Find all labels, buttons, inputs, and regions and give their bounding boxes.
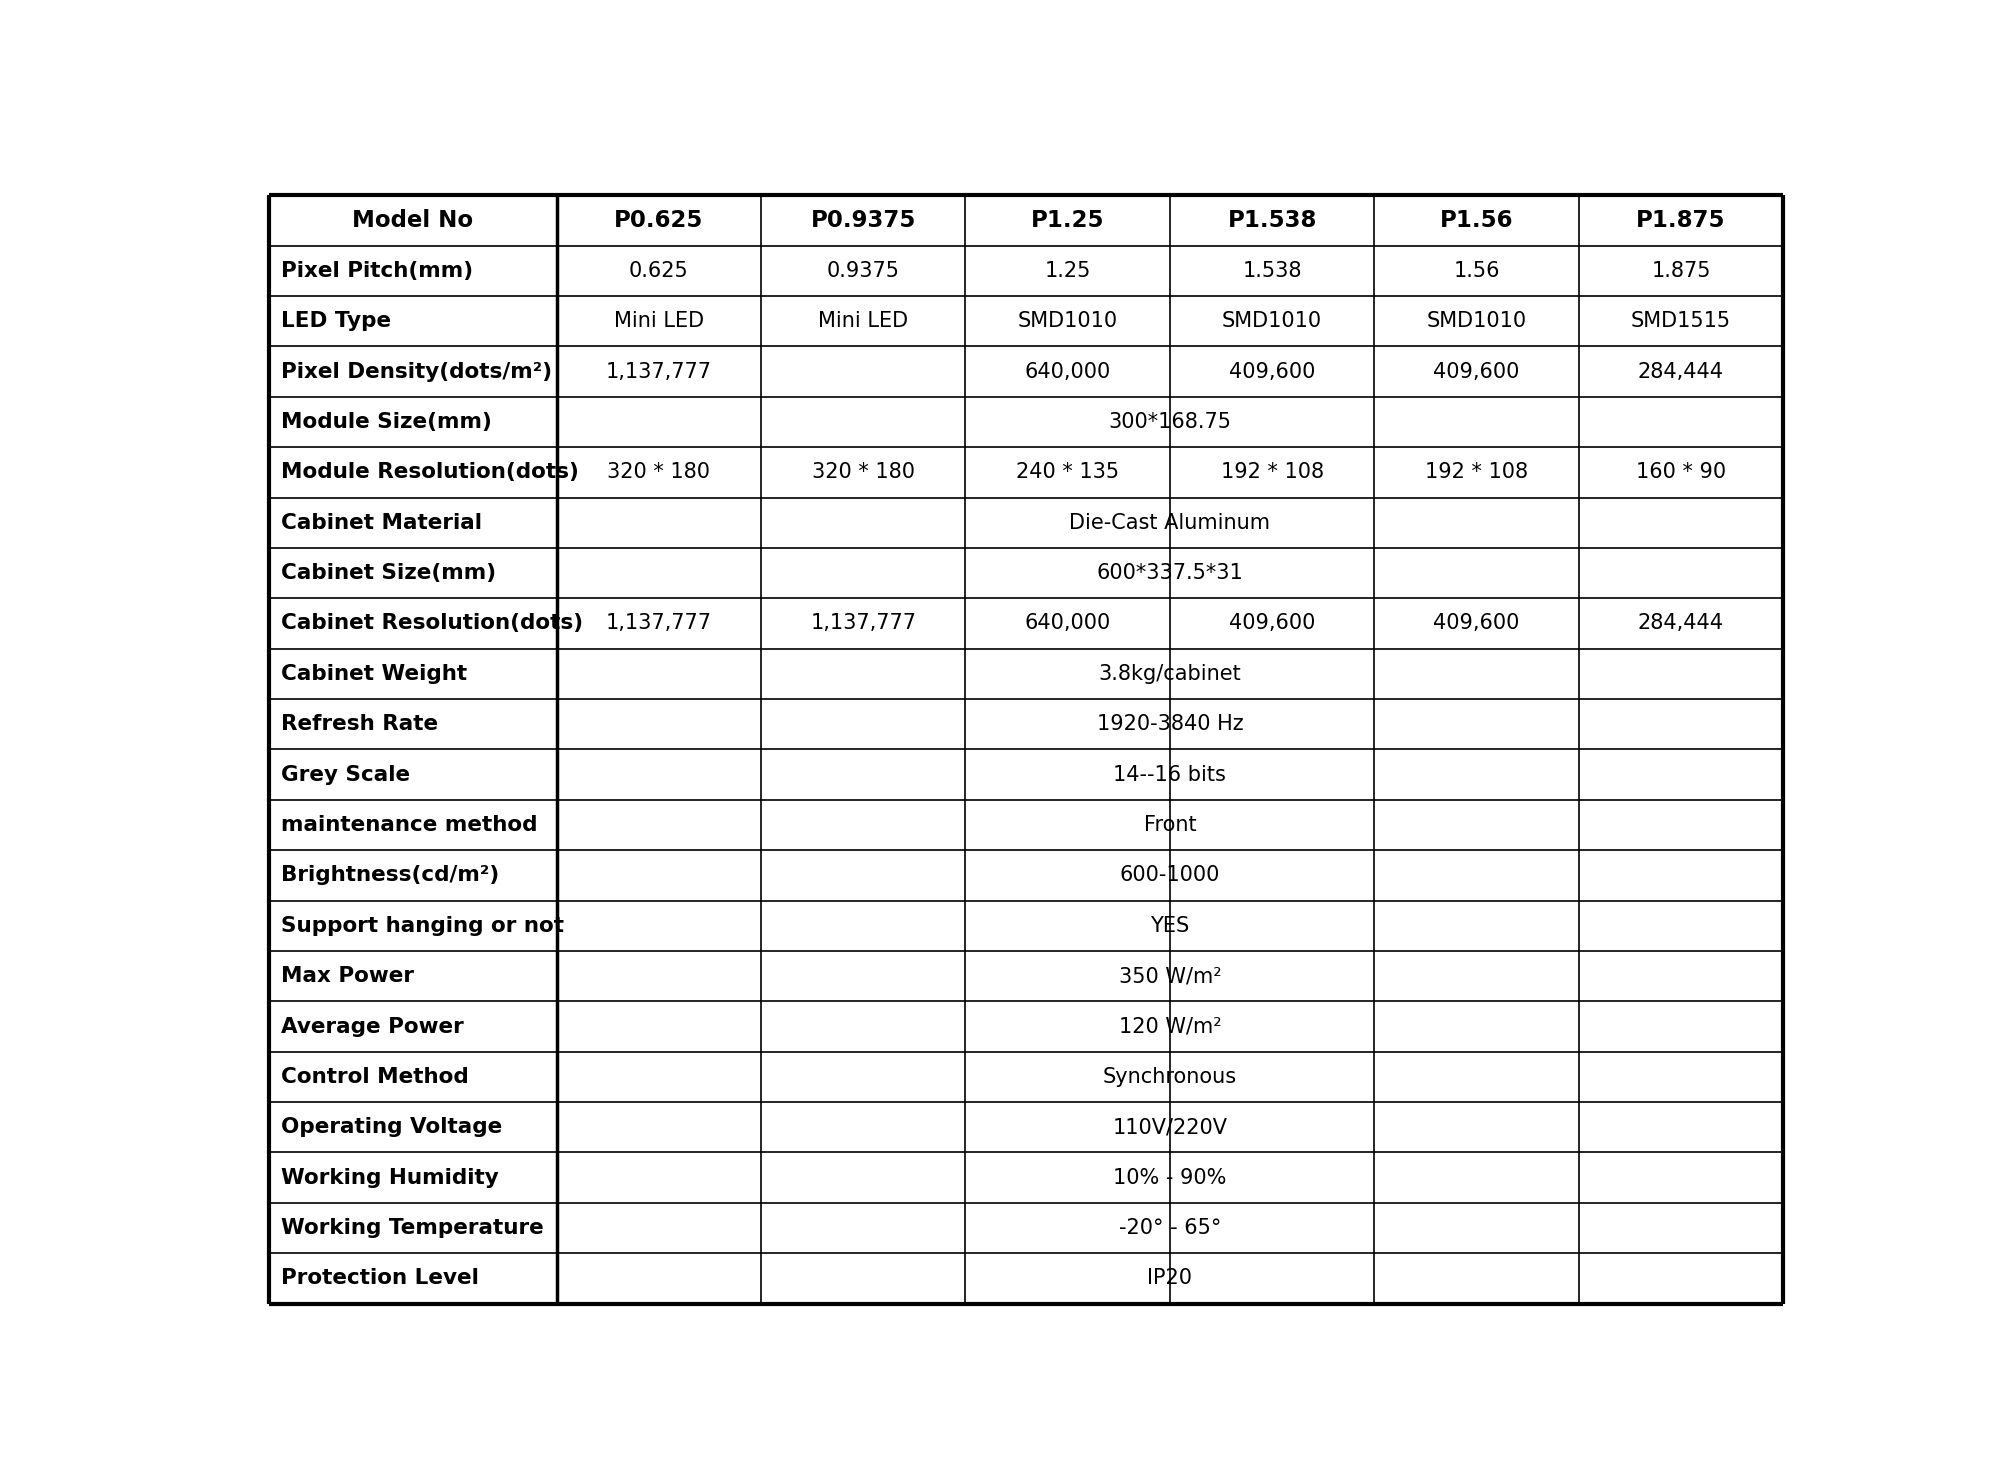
Text: 300*168.75: 300*168.75 — [1109, 413, 1231, 432]
Text: Module Resolution(dots): Module Resolution(dots) — [280, 463, 579, 482]
Text: Pixel Density(dots/m²): Pixel Density(dots/m²) — [280, 362, 553, 381]
Text: Brightness(cd/m²): Brightness(cd/m²) — [280, 865, 500, 886]
Text: 1.56: 1.56 — [1453, 261, 1499, 280]
Text: Synchronous: Synchronous — [1103, 1067, 1237, 1086]
Text: Working Temperature: Working Temperature — [280, 1218, 545, 1238]
Text: 10% - 90%: 10% - 90% — [1113, 1168, 1227, 1187]
Text: 160 * 90: 160 * 90 — [1636, 463, 1726, 482]
Text: Support hanging or not: Support hanging or not — [280, 916, 565, 936]
Text: maintenance method: maintenance method — [280, 815, 539, 835]
Text: P1.25: P1.25 — [1031, 209, 1105, 232]
Text: Model No: Model No — [352, 209, 472, 232]
Text: SMD1515: SMD1515 — [1632, 312, 1732, 331]
Text: Working Humidity: Working Humidity — [280, 1168, 498, 1187]
Text: P1.56: P1.56 — [1439, 209, 1514, 232]
Text: Die-Cast Aluminum: Die-Cast Aluminum — [1069, 512, 1271, 533]
Text: 1,137,777: 1,137,777 — [607, 362, 713, 381]
Text: 409,600: 409,600 — [1433, 362, 1520, 381]
Text: 350 W/m²: 350 W/m² — [1119, 966, 1221, 987]
Text: 1.875: 1.875 — [1652, 261, 1712, 280]
Text: Mini LED: Mini LED — [615, 312, 705, 331]
Text: LED Type: LED Type — [280, 312, 392, 331]
Text: Mini LED: Mini LED — [819, 312, 909, 331]
Text: 110V/220V: 110V/220V — [1113, 1117, 1227, 1137]
Text: 320 * 180: 320 * 180 — [607, 463, 711, 482]
Text: Pixel Pitch(mm): Pixel Pitch(mm) — [280, 261, 472, 280]
Text: 1,137,777: 1,137,777 — [607, 613, 713, 634]
Text: 14--16 bits: 14--16 bits — [1113, 764, 1227, 785]
Text: 1.25: 1.25 — [1045, 261, 1091, 280]
Text: 120 W/m²: 120 W/m² — [1119, 1017, 1221, 1036]
Text: 1.538: 1.538 — [1243, 261, 1301, 280]
Text: Cabinet Material: Cabinet Material — [280, 512, 482, 533]
Text: 0.625: 0.625 — [629, 261, 689, 280]
Text: 3.8kg/cabinet: 3.8kg/cabinet — [1099, 663, 1241, 684]
Text: -20° - 65°: -20° - 65° — [1119, 1218, 1221, 1238]
Text: 409,600: 409,600 — [1229, 362, 1315, 381]
Text: Control Method: Control Method — [280, 1067, 468, 1086]
Text: 1920-3840 Hz: 1920-3840 Hz — [1097, 714, 1243, 735]
Text: P0.9375: P0.9375 — [811, 209, 917, 232]
Text: P1.538: P1.538 — [1227, 209, 1317, 232]
Text: Grey Scale: Grey Scale — [280, 764, 410, 785]
Text: Cabinet Size(mm): Cabinet Size(mm) — [280, 562, 496, 583]
Text: Average Power: Average Power — [280, 1017, 464, 1036]
Text: Cabinet Resolution(dots): Cabinet Resolution(dots) — [280, 613, 583, 634]
Text: 320 * 180: 320 * 180 — [811, 463, 915, 482]
Text: Front: Front — [1143, 815, 1197, 835]
Text: 600-1000: 600-1000 — [1119, 865, 1219, 886]
Text: 600*337.5*31: 600*337.5*31 — [1097, 562, 1243, 583]
Text: P0.625: P0.625 — [615, 209, 703, 232]
Text: Protection Level: Protection Level — [280, 1269, 478, 1288]
Text: 192 * 108: 192 * 108 — [1425, 463, 1528, 482]
Text: IP20: IP20 — [1147, 1269, 1193, 1288]
Text: 1,137,777: 1,137,777 — [811, 613, 917, 634]
Text: 284,444: 284,444 — [1638, 613, 1724, 634]
Text: 240 * 135: 240 * 135 — [1017, 463, 1119, 482]
Text: 284,444: 284,444 — [1638, 362, 1724, 381]
Text: YES: YES — [1151, 916, 1189, 936]
Text: 409,600: 409,600 — [1229, 613, 1315, 634]
Text: Max Power: Max Power — [280, 966, 414, 987]
Text: 192 * 108: 192 * 108 — [1221, 463, 1323, 482]
Text: 640,000: 640,000 — [1025, 613, 1111, 634]
Text: 0.9375: 0.9375 — [827, 261, 899, 280]
Text: Module Size(mm): Module Size(mm) — [280, 413, 492, 432]
Text: 409,600: 409,600 — [1433, 613, 1520, 634]
Text: Refresh Rate: Refresh Rate — [280, 714, 438, 735]
Text: Cabinet Weight: Cabinet Weight — [280, 663, 466, 684]
Text: SMD1010: SMD1010 — [1427, 312, 1528, 331]
Text: Operating Voltage: Operating Voltage — [280, 1117, 503, 1137]
Text: P1.875: P1.875 — [1636, 209, 1726, 232]
Text: SMD1010: SMD1010 — [1221, 312, 1321, 331]
Text: 640,000: 640,000 — [1025, 362, 1111, 381]
Text: SMD1010: SMD1010 — [1017, 312, 1117, 331]
